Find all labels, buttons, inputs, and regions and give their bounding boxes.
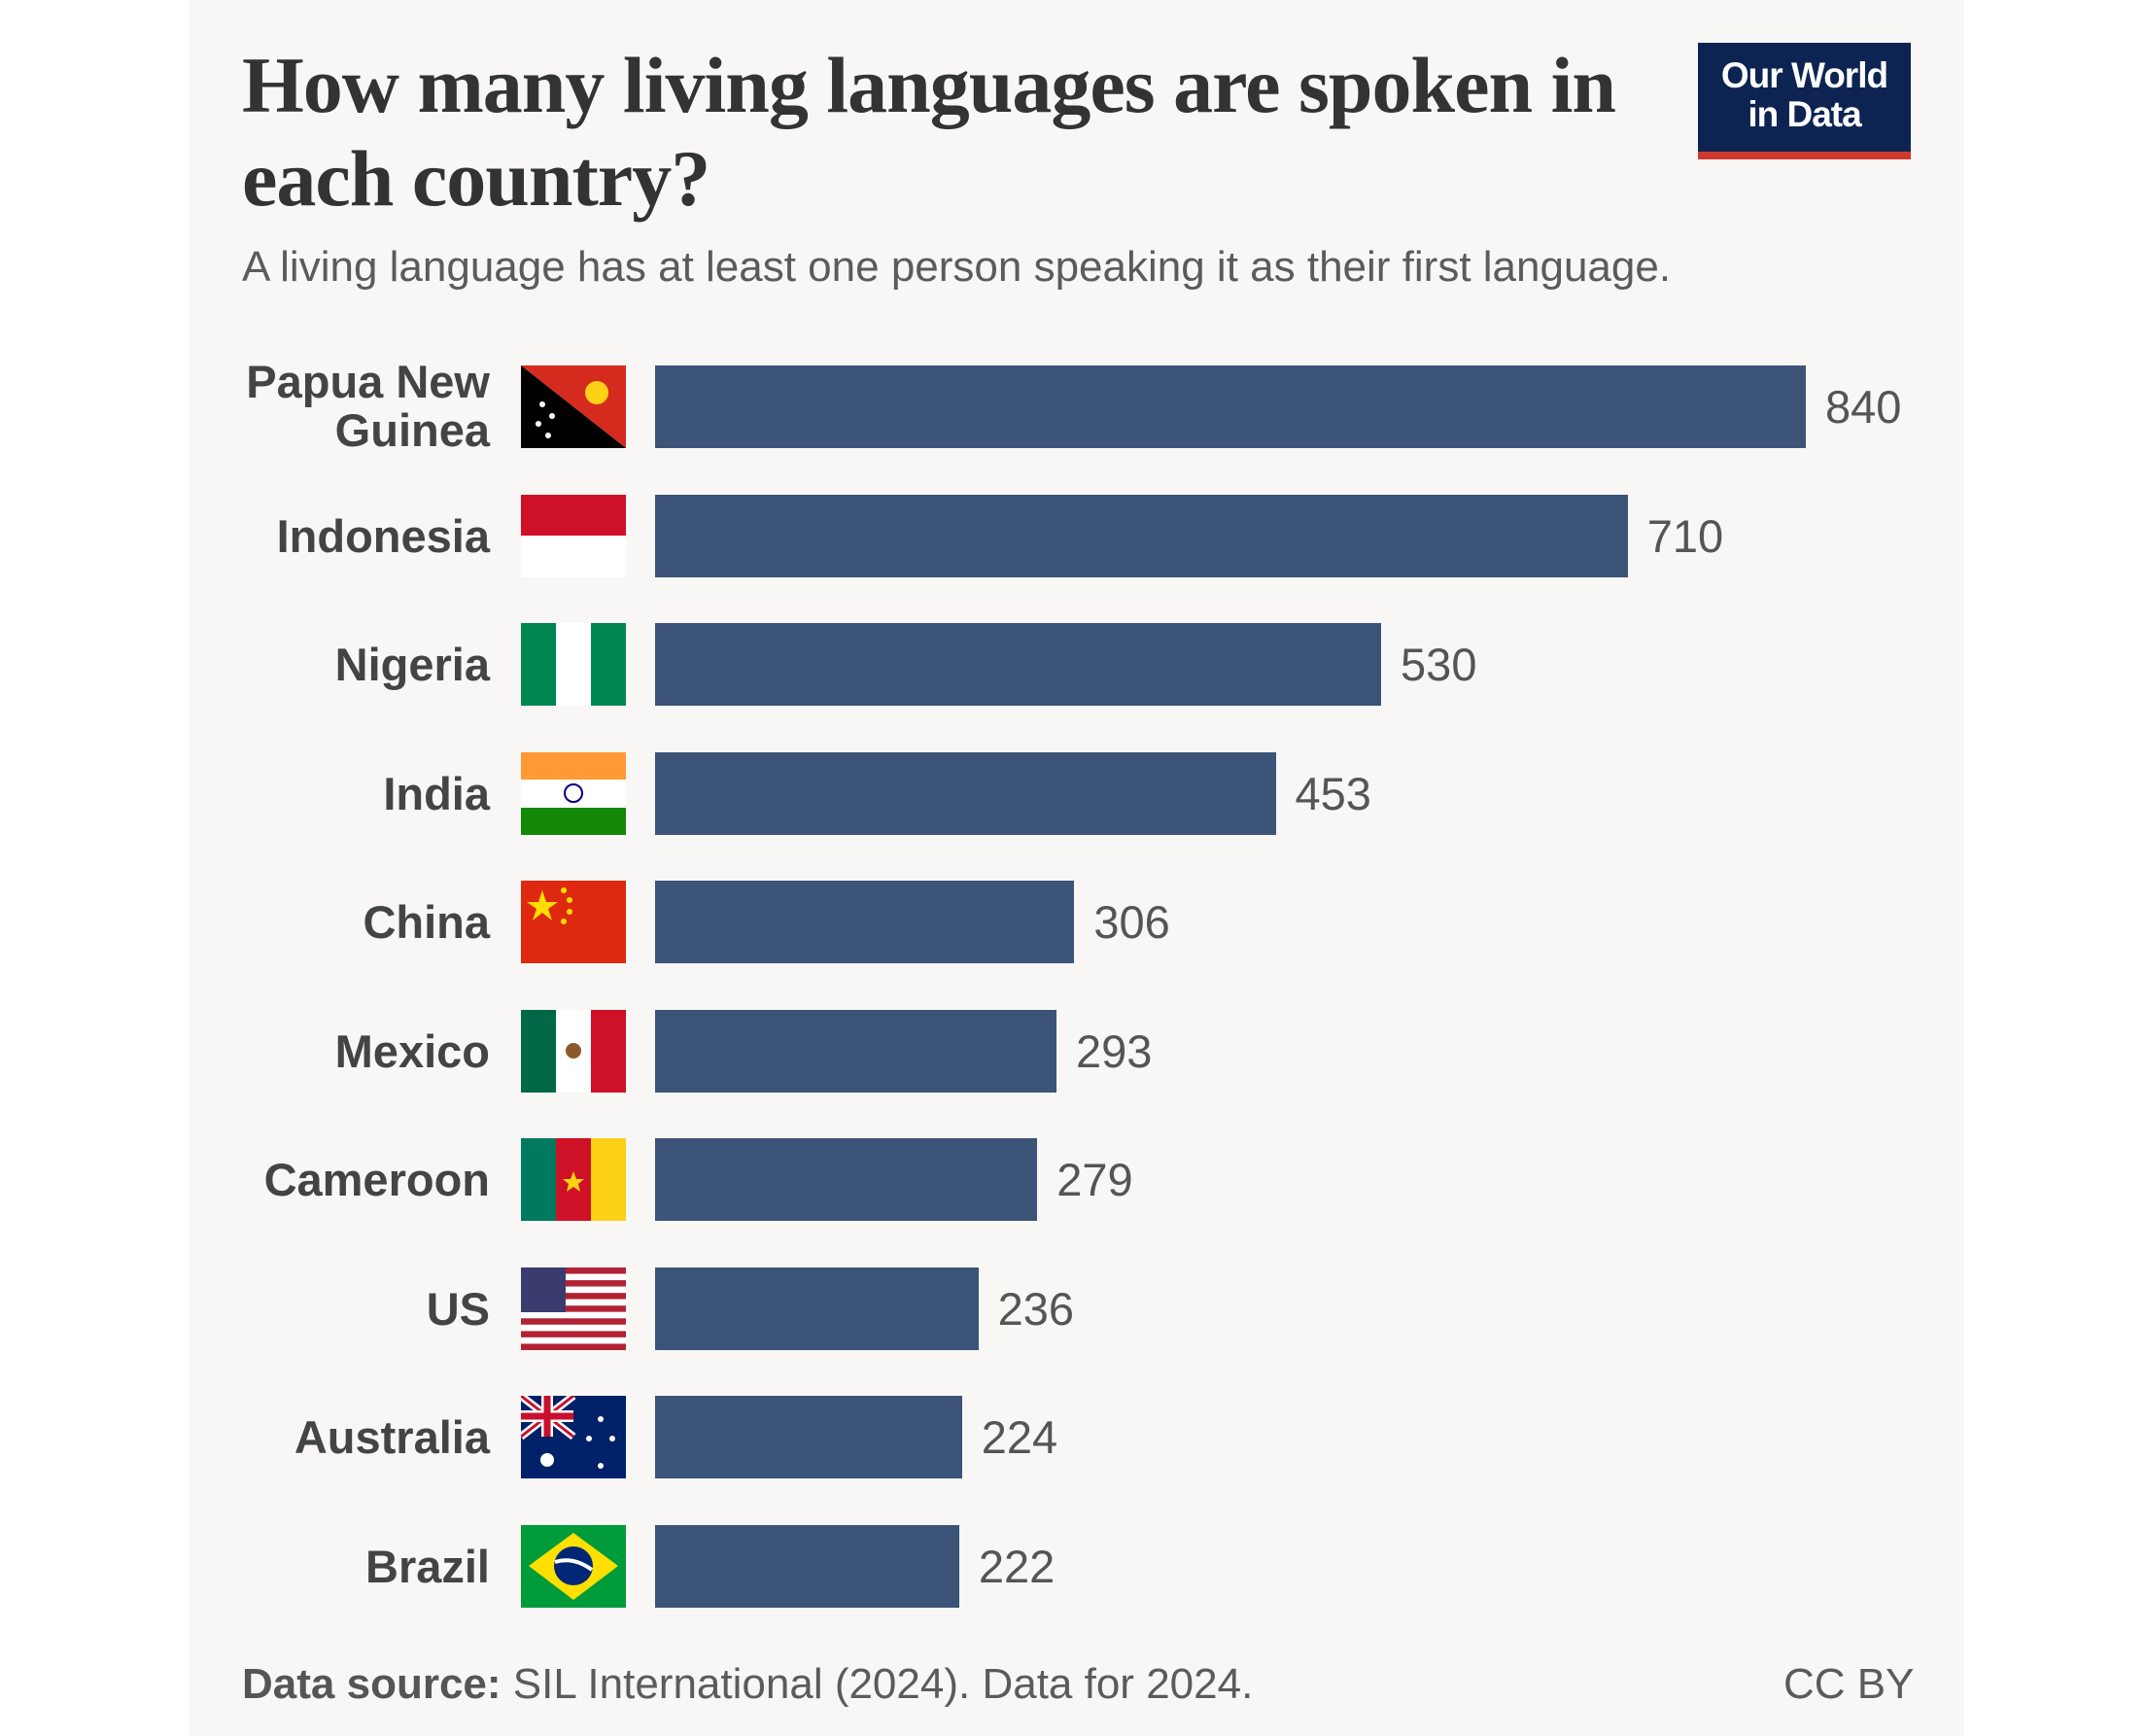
- flag-icon: [521, 494, 626, 577]
- flag-icon: [521, 1396, 626, 1478]
- flag-icon: [521, 1009, 626, 1093]
- category-label: Indonesia: [276, 509, 490, 562]
- category-label: Cameroon: [263, 1154, 490, 1205]
- bar[interactable]: [655, 494, 1628, 577]
- category-label: China: [363, 896, 490, 948]
- owid-logo[interactable]: Our World in Data: [1698, 43, 1911, 159]
- category-label: Papua New Guinea: [246, 356, 490, 456]
- bar[interactable]: [655, 881, 1075, 963]
- flag-icon: [521, 881, 626, 963]
- value-label: 840: [1825, 381, 1902, 433]
- flag-icon: [521, 365, 626, 448]
- category-label: Australia: [294, 1411, 490, 1463]
- value-label: 530: [1401, 639, 1477, 690]
- flag-icon: [521, 623, 626, 706]
- chart-card: [190, 0, 1964, 1736]
- logo-line-1: Our World: [1720, 55, 1888, 95]
- value-label: 306: [1093, 896, 1170, 948]
- bar[interactable]: [655, 1524, 959, 1608]
- value-label: 279: [1056, 1154, 1133, 1205]
- category-label: Nigeria: [334, 639, 490, 690]
- flag-icon: [521, 1267, 626, 1350]
- category-label: Brazil: [365, 1540, 490, 1592]
- source-text: SIL International (2024). Data for 2024.: [512, 1660, 1254, 1708]
- bar[interactable]: [655, 1267, 979, 1350]
- category-label: US: [426, 1282, 490, 1335]
- value-label: 224: [981, 1411, 1058, 1463]
- flag-icon: [521, 1524, 626, 1608]
- bar[interactable]: [655, 751, 1276, 835]
- bar[interactable]: [655, 1396, 962, 1478]
- chart-title: How many living languages are spoken in …: [242, 41, 1616, 223]
- license[interactable]: CC BY: [1783, 1660, 1915, 1708]
- chart-subtitle: A living language has at least one perso…: [242, 243, 1672, 291]
- value-label: 222: [978, 1540, 1056, 1592]
- value-label: 236: [997, 1282, 1075, 1335]
- flag-icon: [521, 1138, 626, 1221]
- value-label: 710: [1646, 509, 1724, 562]
- bar[interactable]: [655, 623, 1382, 706]
- data-source: Data source: SIL International (2024). D…: [242, 1660, 1253, 1709]
- bar[interactable]: [655, 365, 1806, 448]
- value-label: 293: [1075, 1024, 1153, 1077]
- logo-line-2: in Data: [1748, 94, 1861, 134]
- bar[interactable]: [655, 1009, 1056, 1093]
- flag-icon: [521, 751, 626, 835]
- bar[interactable]: [655, 1138, 1038, 1221]
- category-label: India: [383, 767, 490, 819]
- source-label: Data source:: [242, 1660, 502, 1708]
- value-label: 453: [1295, 767, 1371, 819]
- category-label: Mexico: [334, 1024, 490, 1077]
